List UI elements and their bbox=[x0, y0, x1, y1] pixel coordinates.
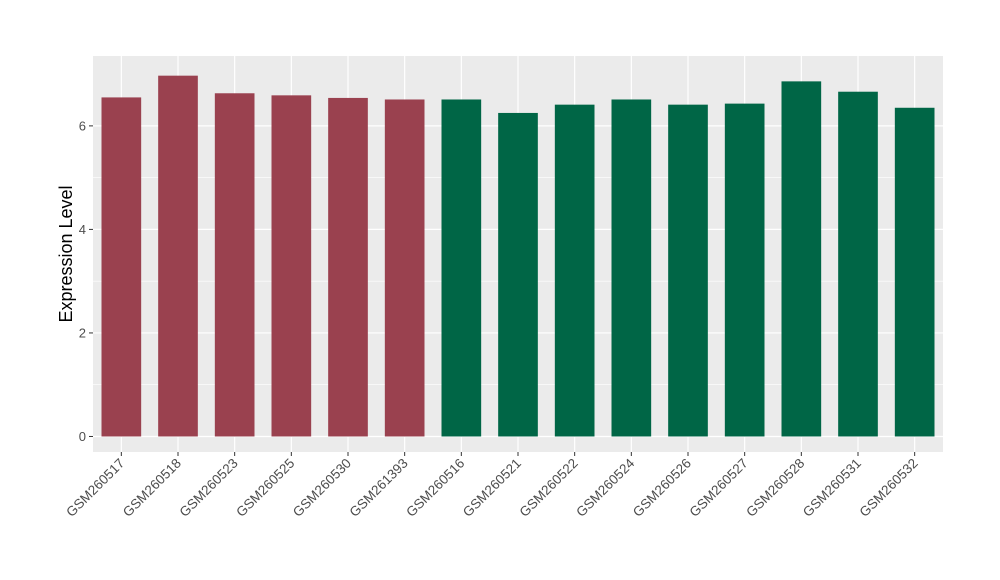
y-tick-label: 0 bbox=[79, 429, 86, 444]
bar-gsm260530 bbox=[328, 97, 368, 437]
bar-gsm260524 bbox=[611, 99, 652, 437]
bar-gsm260517 bbox=[101, 97, 142, 437]
bar-gsm260522 bbox=[554, 104, 595, 437]
bar-gsm260532 bbox=[894, 107, 935, 437]
bar-gsm260526 bbox=[668, 104, 708, 437]
bar-gsm260516 bbox=[441, 99, 482, 437]
x-tick-label: GSM260526 bbox=[630, 456, 694, 520]
x-tick-label: GSM260531 bbox=[800, 456, 864, 520]
y-tick-label: 2 bbox=[79, 325, 86, 340]
bar-gsm260521 bbox=[498, 112, 538, 437]
x-tick-label: GSM260521 bbox=[460, 456, 524, 520]
x-tick-label: GSM260524 bbox=[573, 455, 638, 520]
x-tick-label: GSM261393 bbox=[347, 456, 411, 520]
bar-gsm260528 bbox=[781, 81, 822, 437]
x-tick-label: GSM260516 bbox=[403, 456, 467, 520]
x-tick-label: GSM260530 bbox=[290, 456, 354, 520]
x-tick-label: GSM260517 bbox=[63, 456, 127, 520]
bar-gsm260527 bbox=[724, 103, 765, 437]
x-tick-label: GSM260528 bbox=[743, 456, 807, 520]
x-tick-label: GSM260527 bbox=[687, 456, 751, 520]
y-axis: 0 2 4 6 bbox=[79, 118, 93, 444]
y-tick-label: 4 bbox=[79, 222, 86, 237]
x-tick-label: GSM260518 bbox=[120, 456, 184, 520]
y-axis-title: Expression Level bbox=[56, 185, 76, 322]
bar-gsm260518 bbox=[158, 75, 198, 437]
y-tick-label: 6 bbox=[79, 118, 86, 133]
bars bbox=[101, 75, 935, 437]
bar-gsm261393 bbox=[384, 99, 425, 437]
x-axis: GSM260517GSM260518GSM260523GSM260525GSM2… bbox=[63, 452, 921, 520]
x-tick-label: GSM260525 bbox=[233, 456, 297, 520]
bar-gsm260523 bbox=[214, 93, 255, 437]
x-tick-label: GSM260522 bbox=[517, 456, 581, 520]
bar-gsm260525 bbox=[271, 95, 312, 437]
x-tick-label: GSM260532 bbox=[857, 456, 921, 520]
x-tick-label: GSM260523 bbox=[177, 456, 241, 520]
bar-gsm260531 bbox=[838, 91, 878, 437]
